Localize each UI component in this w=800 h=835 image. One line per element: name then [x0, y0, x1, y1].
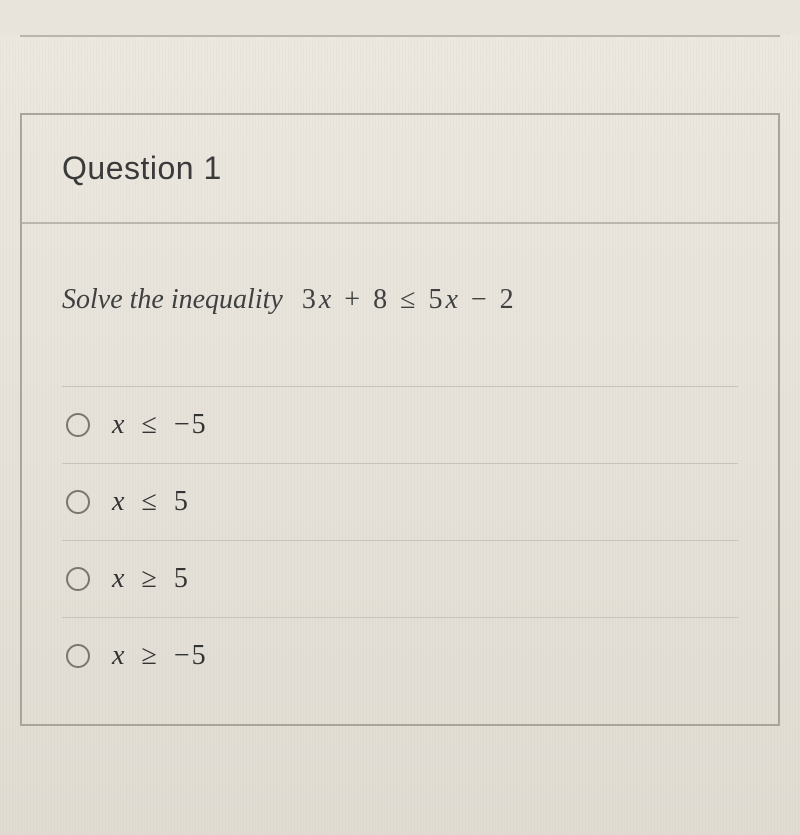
option-label: x ≤ −5 — [112, 409, 208, 441]
inequality-expression: 3x + 8 ≤ 5x − 2 — [302, 284, 517, 315]
top-horizontal-rule — [20, 35, 780, 38]
radio-icon[interactable] — [66, 413, 90, 437]
page-content: Question 1 Solve the inequality 3x + 8 ≤… — [0, 35, 800, 726]
question-prompt: Solve the inequality 3x + 8 ≤ 5x − 2 — [62, 284, 738, 316]
question-body: Solve the inequality 3x + 8 ≤ 5x − 2 x ≤ — [22, 224, 778, 724]
prompt-text: Solve the inequality — [62, 284, 283, 315]
question-header: Question 1 — [22, 115, 778, 224]
answer-options: x ≤ −5 x ≤ 5 x — [62, 386, 738, 694]
option-row[interactable]: x ≤ 5 — [62, 463, 738, 540]
question-number-label: Question 1 — [62, 150, 738, 187]
question-card: Question 1 Solve the inequality 3x + 8 ≤… — [20, 113, 780, 726]
option-row[interactable]: x ≤ −5 — [62, 386, 738, 463]
option-label: x ≤ 5 — [112, 486, 190, 518]
radio-icon[interactable] — [66, 644, 90, 668]
option-row[interactable]: x ≥ −5 — [62, 617, 738, 694]
radio-icon[interactable] — [66, 490, 90, 514]
radio-icon[interactable] — [66, 567, 90, 591]
option-label: x ≥ −5 — [112, 640, 208, 672]
option-label: x ≥ 5 — [112, 563, 190, 595]
option-row[interactable]: x ≥ 5 — [62, 540, 738, 617]
